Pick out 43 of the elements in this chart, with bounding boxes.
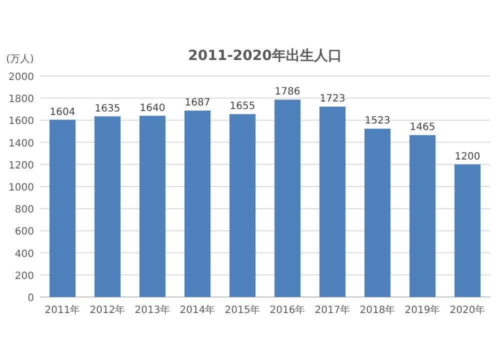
y-tick-label: 2000 xyxy=(8,72,34,83)
y-tick-label: 400 xyxy=(14,248,34,260)
bar xyxy=(139,116,166,297)
data-label: 1687 xyxy=(184,98,210,109)
bar xyxy=(94,116,121,297)
data-label: 1604 xyxy=(50,106,76,118)
data-label: 1200 xyxy=(454,151,480,162)
bar xyxy=(319,106,346,297)
x-tick-label: 2018年 xyxy=(360,304,396,316)
x-tick-label: 2014年 xyxy=(180,304,216,316)
data-label: 1655 xyxy=(230,101,256,112)
x-tick-label: 2017年 xyxy=(314,304,350,316)
bar xyxy=(49,120,76,297)
data-label: 1465 xyxy=(410,122,436,134)
bar xyxy=(229,114,256,297)
data-label: 1786 xyxy=(274,86,300,98)
y-tick-label: 1200 xyxy=(8,160,34,172)
data-label: 1640 xyxy=(140,102,166,114)
bar xyxy=(454,164,481,297)
x-tick-label: 2013年 xyxy=(134,304,170,316)
x-tick-label: 2011年 xyxy=(44,304,80,316)
y-tick-label: 800 xyxy=(14,204,34,216)
x-tick-label: 2015年 xyxy=(224,304,260,316)
y-tick-label: 600 xyxy=(14,226,34,238)
data-label: 1723 xyxy=(320,94,346,105)
x-tick-label: 2016年 xyxy=(270,304,306,316)
bar xyxy=(184,110,211,297)
bar xyxy=(274,100,301,297)
y-tick-label: 1600 xyxy=(8,116,34,128)
y-tick-label: 1400 xyxy=(8,138,34,150)
x-tick-label: 2020年 xyxy=(450,304,486,316)
y-tick-label: 1800 xyxy=(8,94,34,106)
x-tick-label: 2012年 xyxy=(90,304,126,316)
data-label: 1635 xyxy=(94,103,120,114)
bar xyxy=(364,128,391,297)
y-axis-title: (万人) xyxy=(6,54,34,65)
y-tick-label: 0 xyxy=(28,293,34,304)
chart-title: 2011-2020年出生人口 xyxy=(188,48,342,64)
bar xyxy=(409,135,436,297)
y-tick-label: 1000 xyxy=(8,182,34,194)
data-label: 1523 xyxy=(364,116,390,127)
x-tick-label: 2019年 xyxy=(404,304,440,316)
y-tick-label: 200 xyxy=(14,270,34,282)
